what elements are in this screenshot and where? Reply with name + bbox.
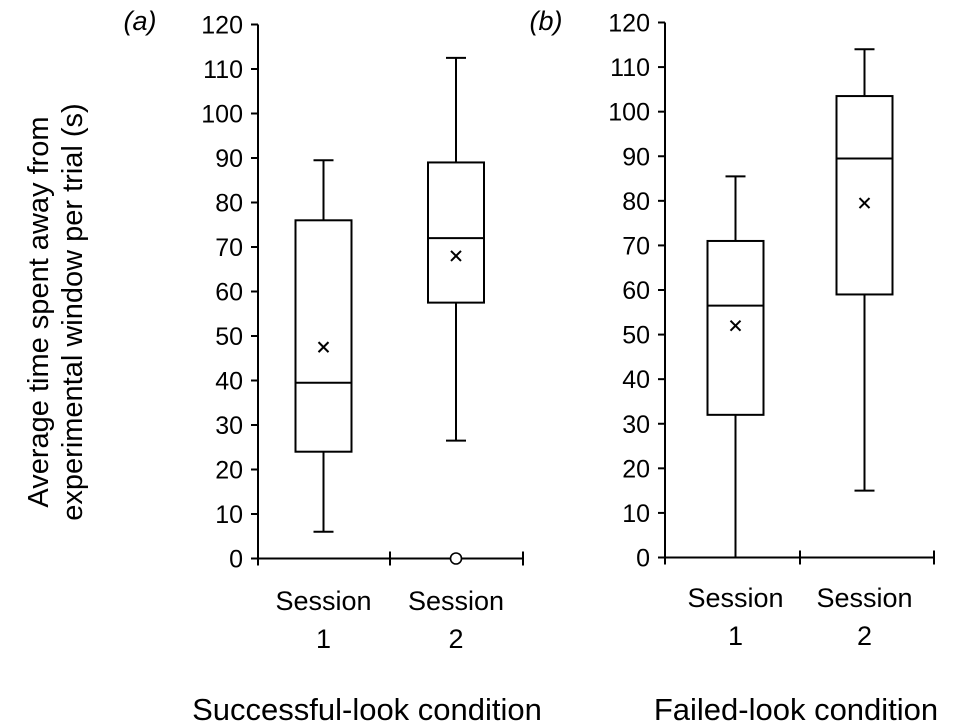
y-tick-label: 80 [215,190,243,218]
iqr-box [835,95,894,296]
y-tick-label: 0 [636,545,650,573]
box-session-1: Session 1 [687,175,784,651]
category-label: Session [816,583,912,613]
y-tick-label: 120 [201,12,243,40]
outlier-point [449,552,463,565]
y-tick-label: 50 [215,323,243,351]
y-tick-label: 100 [608,99,650,127]
iqr-box [427,161,485,304]
box-session-1: Session 1 [275,159,372,654]
y-tick-label: 30 [622,411,650,439]
y-tick-label: 80 [622,188,650,216]
category-label: Session [408,586,504,616]
mean-marker [729,319,742,332]
y-tick-label: 90 [622,143,650,171]
x-axis-title: Successful-look condition [192,692,542,726]
y-tick-label: 70 [215,234,243,262]
y-tick-label: 110 [203,56,243,84]
panel-label: (a) [124,6,157,36]
box-session-2: Session 2 [816,48,913,651]
box-session-2: Session 2 [408,56,504,654]
y-tick-label: 10 [215,501,243,529]
category-label: Session [275,586,371,616]
y-axis-title-line-1: Average time spent away from [23,116,55,507]
category-label: 1 [728,621,743,651]
y-axis-title-line-2: experimental window per trial (s) [57,103,89,520]
y-tick-label: 100 [201,101,243,129]
y-tick-label: 0 [229,546,243,574]
x-axis-title: Failed-look condition [654,692,938,726]
y-tick-label: 90 [215,145,243,173]
y-tick-label: 40 [215,368,243,396]
mean-marker [450,250,462,262]
category-label: 1 [316,624,331,654]
y-tick-label: 70 [622,232,650,260]
iqr-box [706,239,765,416]
mean-marker [317,341,330,353]
y-tick-label: 50 [622,322,650,350]
y-tick-label: 120 [608,10,650,38]
mean-marker [858,197,871,209]
category-label: 2 [857,621,872,651]
y-tick-label: 20 [215,457,243,485]
y-tick-label: 60 [215,279,243,307]
y-axis-title: Average time spent away from experimental… [23,103,89,520]
y-tick-label: 40 [622,366,650,394]
iqr-box [294,219,353,453]
panel-label: (b) [530,6,563,36]
panel-b: 0102030405060708090100110120Session1Sess… [530,6,939,726]
panel-a: 0102030405060708090100110120Session1Sess… [23,6,542,726]
y-tick-label: 10 [622,500,650,528]
category-label: 2 [448,624,463,654]
y-tick-label: 110 [610,54,650,82]
y-tick-label: 30 [215,412,243,440]
y-tick-label: 60 [622,277,650,305]
category-label: Session [687,583,783,613]
y-tick-label: 20 [622,455,650,483]
